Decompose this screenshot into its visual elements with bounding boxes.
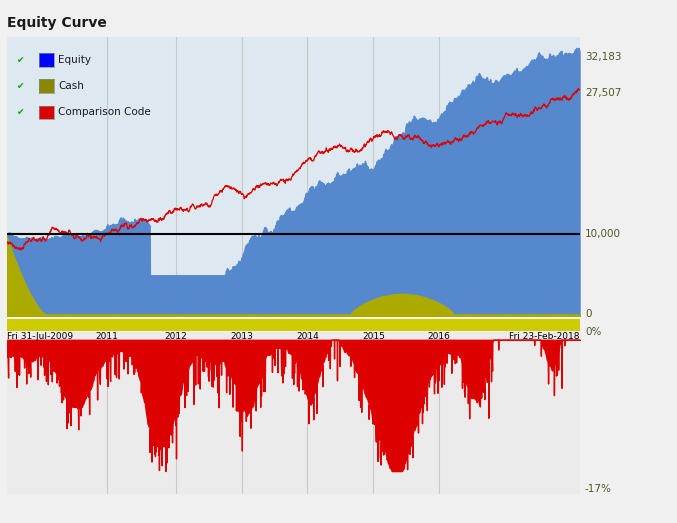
Text: Cash: Cash [58,81,84,92]
Text: Fri 31-Jul-2009: Fri 31-Jul-2009 [7,332,73,341]
Text: 10,000: 10,000 [585,229,621,239]
Text: 2016: 2016 [428,332,451,341]
Text: 0%: 0% [585,327,601,337]
Text: Equity Curve: Equity Curve [7,16,107,30]
Text: 2012: 2012 [165,332,187,341]
Text: 2013: 2013 [230,332,253,341]
Text: Fri 23-Feb-2018: Fri 23-Feb-2018 [509,332,580,341]
Text: Equity: Equity [58,55,91,65]
Text: Comparison Code: Comparison Code [58,107,151,118]
Text: 2015: 2015 [362,332,385,341]
Text: ✔: ✔ [17,108,24,117]
Text: 27,507: 27,507 [585,88,621,98]
Text: 2014: 2014 [296,332,319,341]
Text: 0: 0 [585,309,592,319]
Text: 32,183: 32,183 [585,52,621,62]
Text: ✔: ✔ [17,55,24,65]
Text: 2011: 2011 [95,332,118,341]
Text: ✔: ✔ [17,82,24,91]
Text: -17%: -17% [585,484,612,494]
